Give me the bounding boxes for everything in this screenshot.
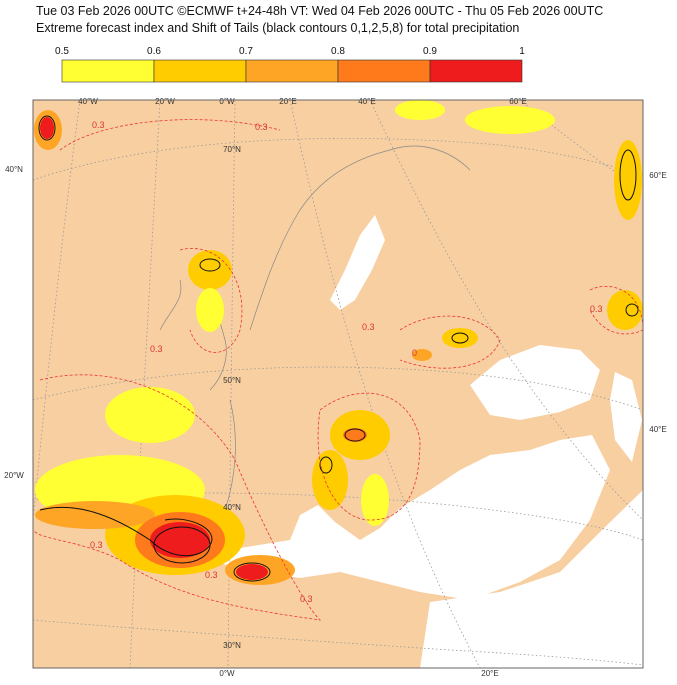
colorbar-tick-label: 0.5 bbox=[55, 46, 69, 57]
sot-contour bbox=[153, 526, 211, 564]
graticule-label: 50°N bbox=[223, 376, 241, 385]
efi-area bbox=[196, 288, 224, 332]
efi-area bbox=[312, 450, 348, 510]
caspian-sea bbox=[610, 372, 642, 462]
sot-contour bbox=[199, 258, 221, 272]
efi-area bbox=[105, 387, 195, 443]
map-frame bbox=[32, 99, 644, 669]
colorbar: 0.5 0.6 0.7 0.8 0.9 1 bbox=[55, 46, 525, 83]
sot-contour bbox=[39, 506, 213, 557]
efi-area bbox=[343, 428, 367, 442]
efi-areas bbox=[34, 100, 643, 585]
efi-area bbox=[614, 140, 642, 220]
meridian bbox=[129, 99, 161, 669]
contour-label: 0.3 bbox=[150, 344, 163, 354]
graticule-label: 40°N bbox=[223, 503, 241, 512]
sot-contour bbox=[38, 115, 56, 141]
sot-contour bbox=[619, 149, 637, 201]
graticule-label: 20°E bbox=[279, 97, 296, 106]
efi-area bbox=[607, 290, 643, 330]
contour-label: 0.3 bbox=[92, 120, 105, 130]
contour-label: 0.3 bbox=[300, 594, 313, 604]
colorbar-segment bbox=[337, 59, 431, 83]
graticule-label: 20°E bbox=[481, 669, 498, 678]
colorbar-tick-label: 0.9 bbox=[423, 46, 437, 57]
graticule-label: 40°N bbox=[5, 165, 23, 174]
baltic-sea bbox=[330, 215, 385, 310]
efi-area bbox=[465, 106, 555, 134]
efi-area bbox=[35, 501, 155, 529]
graticule-label: 70°N bbox=[223, 145, 241, 154]
colorbar-tick-label: 0.6 bbox=[147, 46, 161, 57]
meridian bbox=[32, 99, 81, 521]
contour-label: 0.3 bbox=[255, 122, 268, 132]
title: Tue 03 Feb 2026 00UTC ©ECMWF t+24-48h VT… bbox=[36, 4, 603, 18]
efi-area bbox=[361, 474, 389, 526]
colorbar-tick-label: 0.8 bbox=[331, 46, 345, 57]
efi-contour bbox=[317, 392, 421, 521]
masked-area bbox=[420, 490, 643, 668]
colorbar-segment bbox=[61, 59, 155, 83]
efi-contour bbox=[179, 248, 243, 353]
efi-area bbox=[442, 328, 478, 348]
efi-area bbox=[395, 100, 445, 120]
map: 40°W 20°W 0°W 20°E 40°E 60°E 40°N 70°N 60°E 50°N 2… bbox=[4, 97, 667, 678]
efi-contour bbox=[399, 315, 501, 369]
colorbar-segment bbox=[245, 59, 339, 83]
sot-contour bbox=[319, 456, 333, 474]
graticule-label: 0°W bbox=[219, 669, 235, 678]
sot-contour bbox=[233, 562, 271, 582]
graticule bbox=[32, 99, 644, 669]
meridian bbox=[227, 99, 236, 669]
graticule-label: 60°E bbox=[509, 97, 526, 106]
graticule-label: 40°W bbox=[78, 97, 98, 106]
efi-contour bbox=[32, 119, 322, 621]
graticule-label: 40°E bbox=[649, 425, 666, 434]
meridian bbox=[369, 99, 644, 521]
sot-contours bbox=[38, 115, 639, 582]
graticule-label: 0°W bbox=[219, 97, 235, 106]
sot-contour bbox=[451, 332, 469, 344]
meridian bbox=[289, 99, 481, 669]
subtitle: Extreme forecast index and Shift of Tail… bbox=[36, 21, 519, 35]
parallel bbox=[32, 138, 644, 181]
efi-area bbox=[188, 250, 232, 290]
graticule-label: 60°E bbox=[649, 171, 666, 180]
parallel bbox=[32, 366, 644, 411]
contour-label: 0 bbox=[412, 348, 417, 358]
contour-label: 0.3 bbox=[90, 540, 103, 550]
contour-label: 0.3 bbox=[362, 322, 375, 332]
colorbar-tick-label: 0.7 bbox=[239, 46, 253, 57]
contour-label: 0.3 bbox=[205, 570, 218, 580]
mediterranean bbox=[205, 435, 610, 600]
graticule-label: 30°N bbox=[223, 641, 241, 650]
efi-area bbox=[40, 117, 54, 139]
colorbar-segment bbox=[153, 59, 247, 83]
colorbar-segment bbox=[429, 59, 523, 83]
sot-contour bbox=[344, 428, 366, 442]
efi-area bbox=[412, 349, 432, 361]
graticule-label: 20°W bbox=[4, 471, 24, 480]
colorbar-tick-label: 1 bbox=[519, 46, 525, 57]
parallel bbox=[32, 619, 644, 666]
contour-label: 0.3 bbox=[590, 304, 603, 314]
efi-area bbox=[236, 564, 268, 580]
coast bbox=[249, 145, 471, 331]
graticule-label: 40°E bbox=[358, 97, 375, 106]
sot-contour bbox=[625, 303, 639, 317]
graticule-label: 20°W bbox=[155, 97, 175, 106]
